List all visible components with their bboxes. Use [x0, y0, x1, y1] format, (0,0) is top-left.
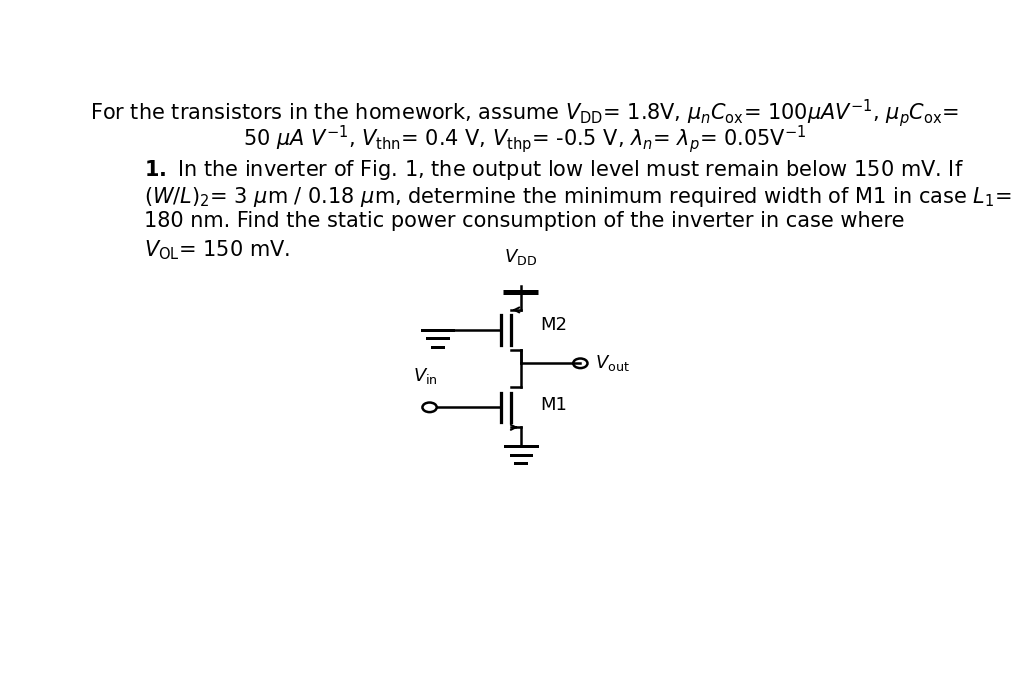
Text: $V_{\mathrm{OL}}$= 150 mV.: $V_{\mathrm{OL}}$= 150 mV. — [143, 238, 290, 261]
Text: $V_{\mathrm{out}}$: $V_{\mathrm{out}}$ — [595, 353, 630, 374]
Text: 50 $\mu A$ $V^{-1}$, $V_{\mathrm{thn}}$= 0.4 V, $V_{\mathrm{thp}}$= -0.5 V, $\la: 50 $\mu A$ $V^{-1}$, $V_{\mathrm{thn}}$=… — [243, 123, 807, 155]
Text: $\mathbf{1.}$ In the inverter of Fig. 1, the output low level must remain below : $\mathbf{1.}$ In the inverter of Fig. 1,… — [143, 158, 964, 182]
Text: For the transistors in the homework, assume $V_{\mathrm{DD}}$= 1.8V, $\mu_n C_{\: For the transistors in the homework, ass… — [90, 96, 959, 128]
Text: M2: M2 — [541, 315, 567, 333]
Text: M1: M1 — [541, 396, 567, 414]
Text: $(W/L)_2$= 3 $\mu$m / 0.18 $\mu$m, determine the minimum required width of M1 in: $(W/L)_2$= 3 $\mu$m / 0.18 $\mu$m, deter… — [143, 184, 1012, 209]
Text: $V_{\mathrm{DD}}$: $V_{\mathrm{DD}}$ — [505, 247, 538, 267]
Text: $V_{\mathrm{in}}$: $V_{\mathrm{in}}$ — [414, 366, 438, 386]
Text: 180 nm. Find the static power consumption of the inverter in case where: 180 nm. Find the static power consumptio… — [143, 211, 904, 231]
